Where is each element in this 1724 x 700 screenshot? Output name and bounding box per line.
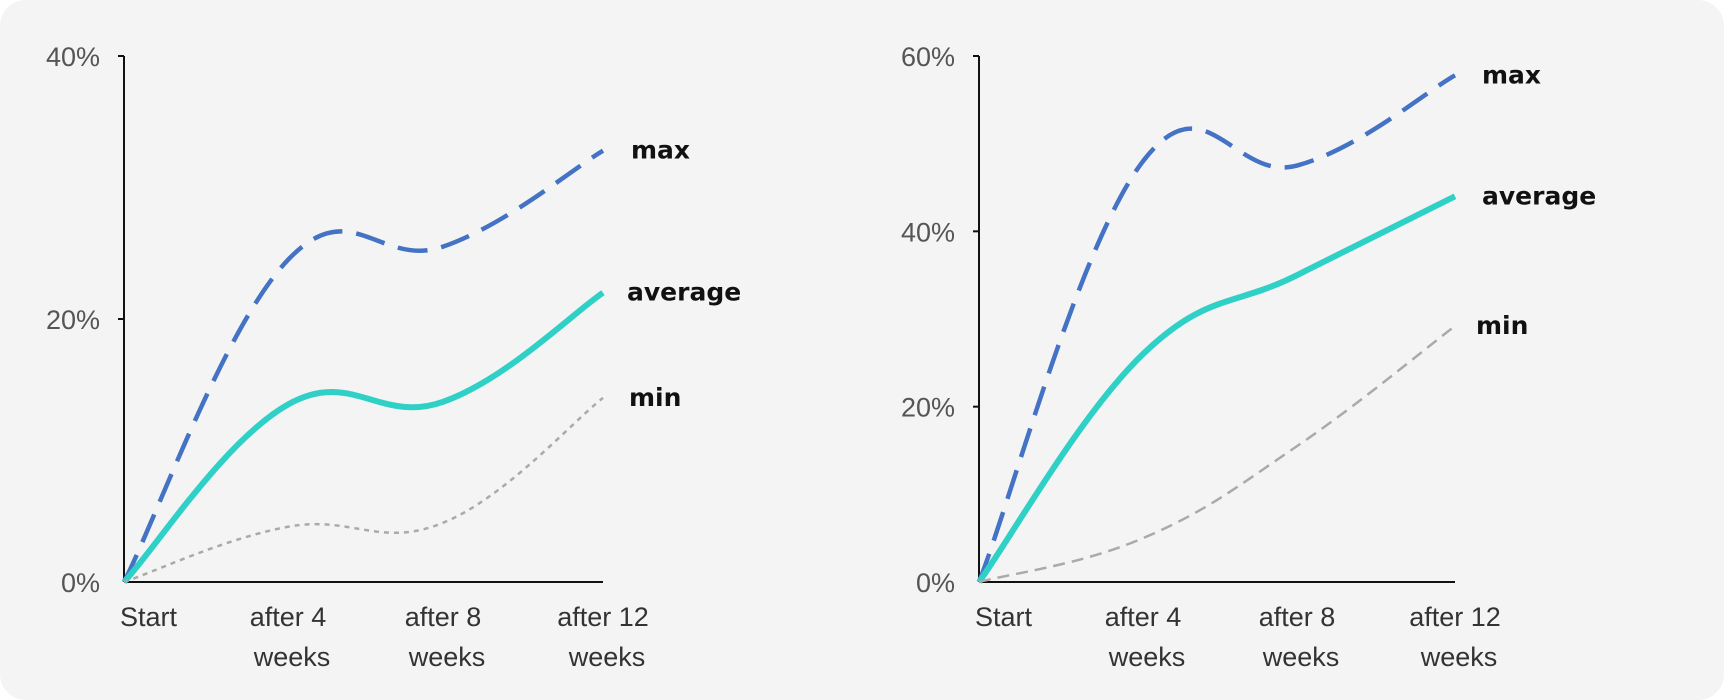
y-tick-label: 20% <box>46 305 100 335</box>
series-label-max: max <box>1482 60 1541 89</box>
x-tick-label: after 8 weeks <box>1259 602 1340 672</box>
x-tick-label: after 8 weeks <box>405 602 486 672</box>
chart-2: 0% 20% 40% 60% Start after 4 weeks after 8 weeks… <box>901 42 1596 672</box>
series-line-min <box>978 325 1456 584</box>
series-label-max: max <box>631 136 690 165</box>
y-tick-label: 0% <box>916 568 955 598</box>
series-line-max <box>976 73 1457 583</box>
x-tick-label: after 4 weeks <box>1105 602 1186 672</box>
series-label-min: min <box>1476 311 1528 340</box>
y-tick-label: 20% <box>901 393 955 423</box>
x-tick-label: after 4 weeks <box>250 602 331 672</box>
series-label-average: average <box>627 278 741 307</box>
series-line-average <box>976 193 1457 584</box>
x-tick-label: Start <box>120 602 178 632</box>
chart-1: 0% 20% 40% Start after 4 weeks after 8 weeks aft… <box>46 42 741 672</box>
x-tick-label: after 12 weeks <box>557 602 649 672</box>
y-tick-label: 40% <box>46 42 100 72</box>
y-tick-label: 60% <box>901 42 955 72</box>
series-label-min: min <box>629 383 681 412</box>
x-tick-label: Start <box>975 602 1033 632</box>
y-tick-label: 0% <box>61 568 100 598</box>
series-line-max <box>121 148 605 584</box>
x-tick-label: after 12 weeks <box>1409 602 1501 672</box>
y-tick-label: 40% <box>901 217 955 247</box>
series-line-average <box>121 290 605 585</box>
series-label-average: average <box>1482 181 1596 210</box>
